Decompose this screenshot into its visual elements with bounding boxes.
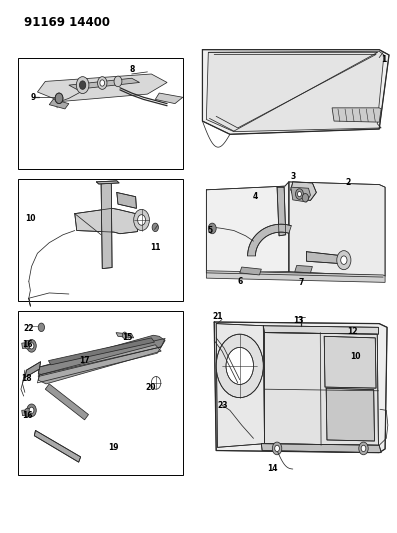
Polygon shape [49,99,69,109]
Circle shape [341,256,347,264]
Text: 7: 7 [299,278,304,287]
Polygon shape [69,78,140,90]
Bar [18,58,183,168]
Text: 14: 14 [267,464,278,473]
Circle shape [216,334,263,398]
Polygon shape [326,388,374,441]
Polygon shape [240,267,261,275]
Text: 15: 15 [122,334,132,342]
Polygon shape [22,409,34,416]
Circle shape [76,77,89,94]
Polygon shape [25,362,40,377]
Polygon shape [75,208,138,233]
Circle shape [297,191,301,197]
Circle shape [29,407,34,414]
Circle shape [208,223,216,233]
Text: 22: 22 [24,325,34,334]
Text: 91169 14400: 91169 14400 [24,16,110,29]
Circle shape [361,445,366,451]
Circle shape [38,323,44,332]
Text: 19: 19 [108,443,119,452]
Text: 2: 2 [346,178,351,187]
Circle shape [25,341,31,349]
Polygon shape [206,271,385,282]
Polygon shape [38,345,161,384]
Polygon shape [306,252,344,264]
Text: 12: 12 [347,327,357,335]
Polygon shape [216,324,264,447]
Circle shape [151,376,161,389]
Polygon shape [261,443,381,453]
Text: 20: 20 [145,383,156,392]
Text: 17: 17 [79,356,89,365]
Polygon shape [38,335,165,376]
Text: 13: 13 [293,316,304,325]
Text: 1: 1 [381,55,386,64]
Text: 3: 3 [291,172,296,181]
Polygon shape [34,431,81,462]
Circle shape [359,442,368,455]
Polygon shape [48,338,154,365]
Polygon shape [206,182,289,273]
Text: 4: 4 [253,192,258,201]
Circle shape [302,193,308,202]
Polygon shape [116,333,134,338]
Polygon shape [117,192,137,208]
Circle shape [295,189,303,199]
Polygon shape [264,333,378,445]
Circle shape [226,348,254,384]
Polygon shape [214,322,387,453]
Circle shape [275,445,279,451]
Text: 5: 5 [207,226,212,235]
Bar [18,179,183,301]
Circle shape [79,81,86,90]
Text: 11: 11 [150,244,161,253]
Text: 16: 16 [22,411,32,420]
Polygon shape [202,50,389,134]
Polygon shape [291,182,316,200]
Circle shape [272,442,282,455]
Polygon shape [101,182,112,269]
Text: 10: 10 [350,352,360,361]
Polygon shape [324,336,376,388]
Text: 23: 23 [217,401,228,409]
Text: 9: 9 [30,93,36,102]
Circle shape [152,223,158,232]
Polygon shape [332,108,381,122]
Polygon shape [289,182,385,276]
Circle shape [122,332,127,338]
Circle shape [27,404,36,417]
Polygon shape [295,265,312,273]
Circle shape [25,408,31,417]
Text: 18: 18 [21,374,32,383]
Polygon shape [37,74,167,101]
Circle shape [55,93,63,103]
Circle shape [27,340,36,352]
Circle shape [114,76,122,87]
Bar [18,311,183,475]
Polygon shape [155,93,183,103]
Text: 6: 6 [238,277,243,286]
Text: 16: 16 [22,340,32,349]
Text: 21: 21 [212,312,223,321]
Polygon shape [96,181,119,184]
Polygon shape [206,51,384,132]
Polygon shape [291,187,310,202]
Text: 10: 10 [25,214,35,223]
Polygon shape [263,326,378,334]
Text: 8: 8 [130,65,135,74]
Circle shape [100,80,105,86]
Circle shape [29,343,34,349]
Polygon shape [248,224,291,256]
Circle shape [134,209,149,231]
Circle shape [98,77,107,90]
Circle shape [138,215,145,225]
Polygon shape [277,187,286,236]
Polygon shape [22,342,34,349]
Polygon shape [45,384,89,420]
Circle shape [337,251,351,270]
